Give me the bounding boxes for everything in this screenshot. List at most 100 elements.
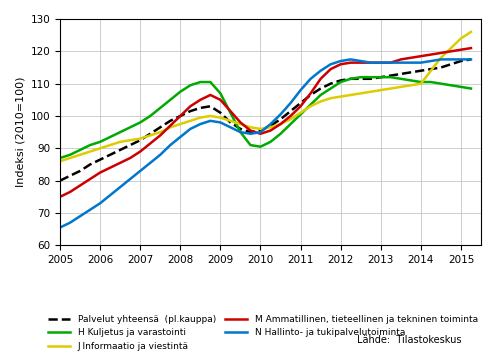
J Informaatio ja viestintä xyxy=(238,122,244,126)
J Informaatio ja viestintä xyxy=(328,96,334,101)
J Informaatio ja viestintä xyxy=(187,119,193,123)
N Hallinto- ja tukipalvelutoiminta xyxy=(57,225,63,230)
J Informaatio ja viestintä xyxy=(317,99,323,104)
J Informaatio ja viestintä xyxy=(107,143,113,147)
M Ammatillinen, tieteellinen ja tekninen toiminta xyxy=(157,133,163,137)
N Hallinto- ja tukipalvelutoiminta xyxy=(317,69,323,73)
N Hallinto- ja tukipalvelutoiminta xyxy=(368,60,373,65)
J Informaatio ja viestintä xyxy=(57,159,63,163)
Palvelut yhteensä  (pl.kauppa) xyxy=(257,129,263,133)
M Ammatillinen, tieteellinen ja tekninen toiminta xyxy=(408,56,414,60)
N Hallinto- ja tukipalvelutoiminta xyxy=(468,57,474,61)
J Informaatio ja viestintä xyxy=(468,30,474,34)
H Kuljetus ja varastointi xyxy=(77,148,83,152)
M Ammatillinen, tieteellinen ja tekninen toiminta xyxy=(398,57,404,61)
M Ammatillinen, tieteellinen ja tekninen toiminta xyxy=(368,60,373,65)
M Ammatillinen, tieteellinen ja tekninen toiminta xyxy=(238,120,244,125)
J Informaatio ja viestintä xyxy=(358,91,364,95)
J Informaatio ja viestintä xyxy=(97,146,103,150)
H Kuljetus ja varastointi xyxy=(288,122,294,126)
M Ammatillinen, tieteellinen ja tekninen toiminta xyxy=(127,156,133,160)
Palvelut yhteensä  (pl.kauppa) xyxy=(298,101,304,105)
H Kuljetus ja varastointi xyxy=(348,77,354,81)
M Ammatillinen, tieteellinen ja tekninen toiminta xyxy=(378,60,384,65)
M Ammatillinen, tieteellinen ja tekninen toiminta xyxy=(328,67,334,71)
J Informaatio ja viestintä xyxy=(438,56,444,60)
N Hallinto- ja tukipalvelutoiminta xyxy=(358,59,364,63)
H Kuljetus ja varastointi xyxy=(418,80,424,84)
H Kuljetus ja varastointi xyxy=(197,80,203,84)
H Kuljetus ja varastointi xyxy=(207,80,213,84)
J Informaatio ja viestintä xyxy=(178,122,184,126)
N Hallinto- ja tukipalvelutoiminta xyxy=(117,185,123,189)
Palvelut yhteensä  (pl.kauppa) xyxy=(157,125,163,130)
H Kuljetus ja varastointi xyxy=(308,103,313,107)
J Informaatio ja viestintä xyxy=(137,136,143,141)
H Kuljetus ja varastointi xyxy=(67,153,73,157)
Palvelut yhteensä  (pl.kauppa) xyxy=(468,57,474,61)
J Informaatio ja viestintä xyxy=(388,87,394,91)
J Informaatio ja viestintä xyxy=(167,125,173,130)
Palvelut yhteensä  (pl.kauppa) xyxy=(308,93,313,97)
H Kuljetus ja varastointi xyxy=(178,90,184,94)
H Kuljetus ja varastointi xyxy=(458,85,464,89)
H Kuljetus ja varastointi xyxy=(438,81,444,86)
Line: H Kuljetus ja varastointi: H Kuljetus ja varastointi xyxy=(60,77,471,158)
N Hallinto- ja tukipalvelutoiminta xyxy=(378,60,384,65)
Palvelut yhteensä  (pl.kauppa) xyxy=(438,65,444,70)
M Ammatillinen, tieteellinen ja tekninen toiminta xyxy=(338,62,344,66)
M Ammatillinen, tieteellinen ja tekninen toiminta xyxy=(257,132,263,136)
N Hallinto- ja tukipalvelutoiminta xyxy=(398,60,404,65)
N Hallinto- ja tukipalvelutoiminta xyxy=(157,153,163,157)
N Hallinto- ja tukipalvelutoiminta xyxy=(248,132,253,136)
Palvelut yhteensä  (pl.kauppa) xyxy=(217,111,223,115)
M Ammatillinen, tieteellinen ja tekninen toiminta xyxy=(317,77,323,81)
J Informaatio ja viestintä xyxy=(278,122,284,126)
Palvelut yhteensä  (pl.kauppa) xyxy=(348,77,354,81)
Palvelut yhteensä  (pl.kauppa) xyxy=(228,120,234,125)
N Hallinto- ja tukipalvelutoiminta xyxy=(187,127,193,131)
Line: Palvelut yhteensä  (pl.kauppa): Palvelut yhteensä (pl.kauppa) xyxy=(60,59,471,181)
M Ammatillinen, tieteellinen ja tekninen toiminta xyxy=(77,183,83,188)
N Hallinto- ja tukipalvelutoiminta xyxy=(278,112,284,117)
H Kuljetus ja varastointi xyxy=(97,140,103,144)
M Ammatillinen, tieteellinen ja tekninen toiminta xyxy=(298,104,304,108)
H Kuljetus ja varastointi xyxy=(167,98,173,102)
J Informaatio ja viestintä xyxy=(288,117,294,121)
H Kuljetus ja varastointi xyxy=(338,80,344,84)
Line: N Hallinto- ja tukipalvelutoiminta: N Hallinto- ja tukipalvelutoiminta xyxy=(60,59,471,228)
N Hallinto- ja tukipalvelutoiminta xyxy=(77,214,83,218)
M Ammatillinen, tieteellinen ja tekninen toiminta xyxy=(288,114,294,118)
J Informaatio ja viestintä xyxy=(458,36,464,41)
J Informaatio ja viestintä xyxy=(308,104,313,108)
N Hallinto- ja tukipalvelutoiminta xyxy=(458,57,464,61)
Palvelut yhteensä  (pl.kauppa) xyxy=(167,119,173,123)
M Ammatillinen, tieteellinen ja tekninen toiminta xyxy=(348,60,354,65)
H Kuljetus ja varastointi xyxy=(187,83,193,88)
N Hallinto- ja tukipalvelutoiminta xyxy=(298,88,304,92)
M Ammatillinen, tieteellinen ja tekninen toiminta xyxy=(458,47,464,52)
Palvelut yhteensä  (pl.kauppa) xyxy=(117,148,123,152)
J Informaatio ja viestintä xyxy=(87,149,93,154)
M Ammatillinen, tieteellinen ja tekninen toiminta xyxy=(207,93,213,97)
H Kuljetus ja varastointi xyxy=(278,132,284,136)
M Ammatillinen, tieteellinen ja tekninen toiminta xyxy=(107,165,113,170)
N Hallinto- ja tukipalvelutoiminta xyxy=(137,169,143,173)
M Ammatillinen, tieteellinen ja tekninen toiminta xyxy=(57,195,63,199)
Palvelut yhteensä  (pl.kauppa) xyxy=(67,174,73,178)
Line: M Ammatillinen, tieteellinen ja tekninen toiminta: M Ammatillinen, tieteellinen ja tekninen… xyxy=(60,48,471,197)
Palvelut yhteensä  (pl.kauppa) xyxy=(388,74,394,78)
M Ammatillinen, tieteellinen ja tekninen toiminta xyxy=(438,51,444,55)
Palvelut yhteensä  (pl.kauppa) xyxy=(288,109,294,113)
M Ammatillinen, tieteellinen ja tekninen toiminta xyxy=(418,54,424,58)
N Hallinto- ja tukipalvelutoiminta xyxy=(448,57,454,61)
J Informaatio ja viestintä xyxy=(77,153,83,157)
J Informaatio ja viestintä xyxy=(147,133,153,137)
H Kuljetus ja varastointi xyxy=(217,91,223,95)
Palvelut yhteensä  (pl.kauppa) xyxy=(358,77,364,81)
Palvelut yhteensä  (pl.kauppa) xyxy=(458,59,464,63)
H Kuljetus ja varastointi xyxy=(87,143,93,147)
M Ammatillinen, tieteellinen ja tekninen toiminta xyxy=(248,129,253,133)
M Ammatillinen, tieteellinen ja tekninen toiminta xyxy=(428,52,434,57)
H Kuljetus ja varastointi xyxy=(448,83,454,88)
